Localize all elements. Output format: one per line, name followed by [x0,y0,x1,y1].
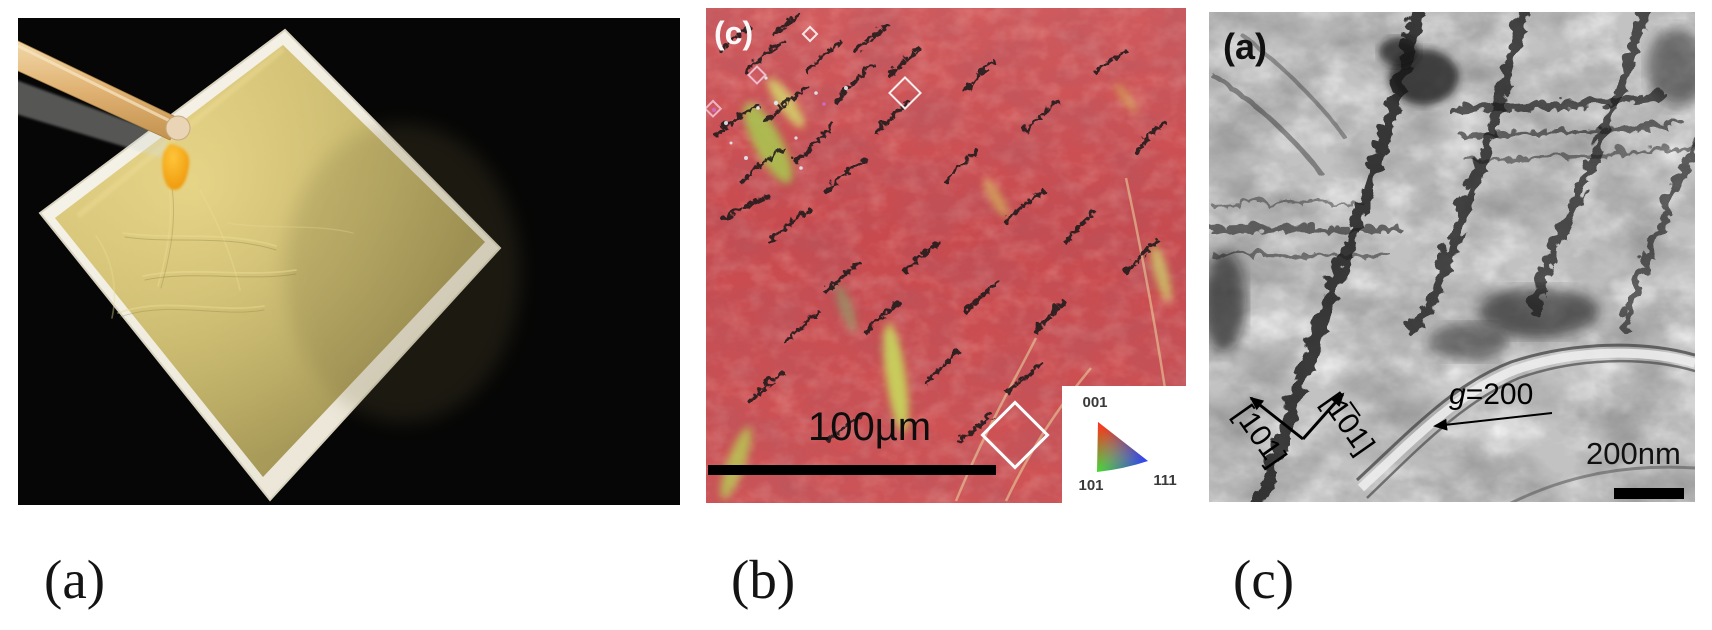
panel-ebsd: 100µm (c) 001 101 111 [706,8,1186,503]
caption-a: (a) [44,549,106,610]
tem-image: [101] [1̅01] g=200 200nm (a) [1209,12,1695,502]
photo-image [18,18,680,505]
ipf-label-111: 111 [1153,472,1176,489]
arrow-m101 [1301,392,1345,440]
tem-scale-bar [1614,488,1684,499]
ebsd-diamond-markers [706,25,1050,470]
caption-c: (c) [1233,549,1295,610]
tem-wavy-boundary [1355,343,1695,502]
tem-scale-label: 200nm [1586,436,1681,471]
panel-photo [18,18,680,505]
g-vector-arrow [1433,412,1553,431]
orange-contact-spot [162,144,190,190]
ipf-legend: 001 101 111 [1062,386,1186,503]
caption-b: (b) [731,549,796,610]
ebsd-scale-bar [708,465,996,475]
g-symbol: g [1449,378,1466,411]
tweezers-lower-arm [18,80,168,158]
panel-tem: [101] [1̅01] g=200 200nm (a) [1209,12,1695,502]
tem-corner-label: (a) [1223,26,1267,67]
ebsd-green-grains [720,78,1172,499]
ebsd-wrinkle-lines [954,177,1170,502]
tem-g-vector-label: g=200 [1449,378,1533,411]
tem-direction-arrows [1249,392,1345,441]
tweezers [18,40,191,158]
ipf-label-001: 001 [1082,394,1107,411]
ebsd-map: 100µm (c) 001 101 111 [706,8,1186,503]
tem-dislocation-bands [1209,12,1695,502]
g-value: =200 [1466,378,1534,411]
arrow-101 [1249,396,1304,441]
tem-dark-patches [1209,27,1695,360]
ebsd-dark-streaks [712,12,1164,442]
ebsd-speckles [712,76,848,170]
ebsd-scale-label: 100µm [808,405,931,449]
ebsd-corner-label: (c) [714,15,753,51]
ipf-label-101: 101 [1078,477,1103,494]
tweezers-tip [165,115,191,141]
